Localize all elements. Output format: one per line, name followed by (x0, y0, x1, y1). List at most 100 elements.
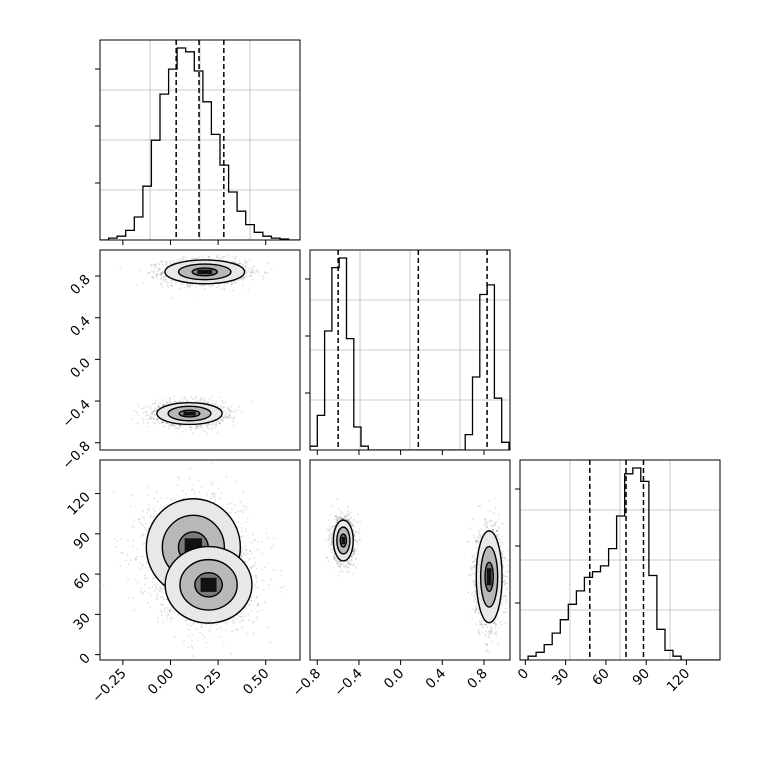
point-1-0 (247, 289, 250, 291)
point-3-0 (141, 543, 144, 546)
point-3-0 (242, 550, 245, 553)
point-1-0 (160, 271, 163, 274)
point-1-0 (250, 272, 253, 275)
point-1-1 (145, 406, 148, 408)
point-1-0 (138, 269, 141, 272)
point-1-0 (249, 258, 251, 261)
point-1-0 (271, 268, 273, 271)
point-3-0 (139, 521, 141, 523)
point-1-0 (170, 284, 173, 287)
point-1-1 (136, 422, 139, 425)
point-1-1 (229, 411, 232, 414)
point-1-1 (179, 425, 182, 428)
point-3-0 (148, 592, 151, 595)
point-1-1 (183, 397, 186, 400)
point-1-0 (264, 272, 267, 274)
point-3-0 (255, 575, 257, 577)
point-1-0 (204, 288, 206, 290)
point-1-0 (217, 285, 220, 288)
point-3-0 (225, 476, 228, 478)
point-1-1 (193, 398, 196, 400)
point-3-0 (212, 492, 215, 495)
point-1-1 (166, 422, 168, 425)
point-1-0 (223, 288, 225, 291)
point-1-1 (199, 398, 202, 401)
point-1-0 (237, 279, 239, 282)
point-1-0 (154, 263, 157, 266)
point-1-1 (172, 423, 175, 426)
point-3-0 (217, 487, 219, 490)
point-1-0 (239, 262, 242, 265)
point-3-0 (241, 615, 244, 618)
point-1-0 (223, 287, 226, 290)
scatter-group-1 (119, 250, 273, 435)
point-3-0 (152, 507, 155, 510)
point-1-0 (207, 256, 210, 259)
point-1-0 (156, 270, 159, 273)
point-1-0 (248, 275, 251, 278)
point-1-1 (213, 422, 215, 425)
point-1-0 (228, 259, 231, 262)
point-1-1 (214, 420, 217, 423)
point-1-1 (228, 417, 231, 419)
point-1-1 (173, 424, 176, 427)
point-1-0 (171, 285, 173, 288)
point-1-0 (241, 276, 244, 279)
point-3-0 (160, 588, 163, 590)
point-1-1 (156, 419, 159, 421)
point-1-0 (193, 257, 195, 260)
point-1-0 (201, 255, 204, 257)
point-1-1 (233, 424, 236, 427)
point-3-0 (255, 580, 258, 583)
point-1-1 (199, 424, 202, 427)
point-1-0 (153, 263, 156, 266)
point-1-0 (208, 284, 211, 287)
point-1-1 (236, 409, 239, 412)
point-1-1 (200, 425, 202, 428)
point-1-1 (190, 396, 193, 398)
point-1-1 (206, 400, 209, 403)
point-1-0 (153, 270, 155, 273)
point-1-1 (157, 406, 160, 409)
point-3-0 (124, 559, 127, 562)
point-1-1 (225, 412, 227, 415)
point-3-0 (198, 491, 201, 494)
point-1-1 (217, 404, 220, 407)
point-1-0 (186, 283, 189, 286)
point-1-0 (241, 284, 244, 286)
point-3-0 (242, 490, 244, 493)
point-1-0 (244, 264, 247, 267)
point-1-0 (159, 268, 161, 270)
point-1-0 (141, 282, 144, 285)
point-3-0 (135, 555, 138, 558)
point-1-0 (224, 282, 227, 285)
point-3-0 (127, 596, 130, 599)
point-1-1 (240, 411, 243, 414)
point-1-0 (218, 258, 221, 261)
point-1-1 (211, 403, 213, 406)
point-1-1 (220, 404, 222, 407)
point-1-0 (252, 268, 254, 271)
point-1-0 (150, 264, 153, 267)
point-1-0 (154, 275, 157, 278)
point-1-0 (162, 280, 165, 282)
point-1-1 (196, 425, 199, 428)
density-peak-1-1 (183, 411, 196, 416)
point-3-0 (240, 553, 243, 556)
point-1-0 (188, 285, 190, 288)
point-1-1 (177, 400, 180, 402)
point-1-1 (171, 424, 174, 427)
point-1-1 (216, 432, 219, 434)
point-1-0 (246, 261, 249, 263)
point-1-1 (224, 409, 227, 412)
point-1-0 (232, 261, 234, 263)
point-1-1 (186, 400, 189, 403)
point-1-1 (159, 402, 161, 404)
point-1-0 (164, 264, 167, 267)
point-1-0 (262, 275, 264, 278)
point-1-1 (227, 413, 230, 416)
point-1-0 (251, 275, 253, 277)
point-1-1 (215, 423, 217, 426)
point-1-0 (167, 281, 169, 284)
